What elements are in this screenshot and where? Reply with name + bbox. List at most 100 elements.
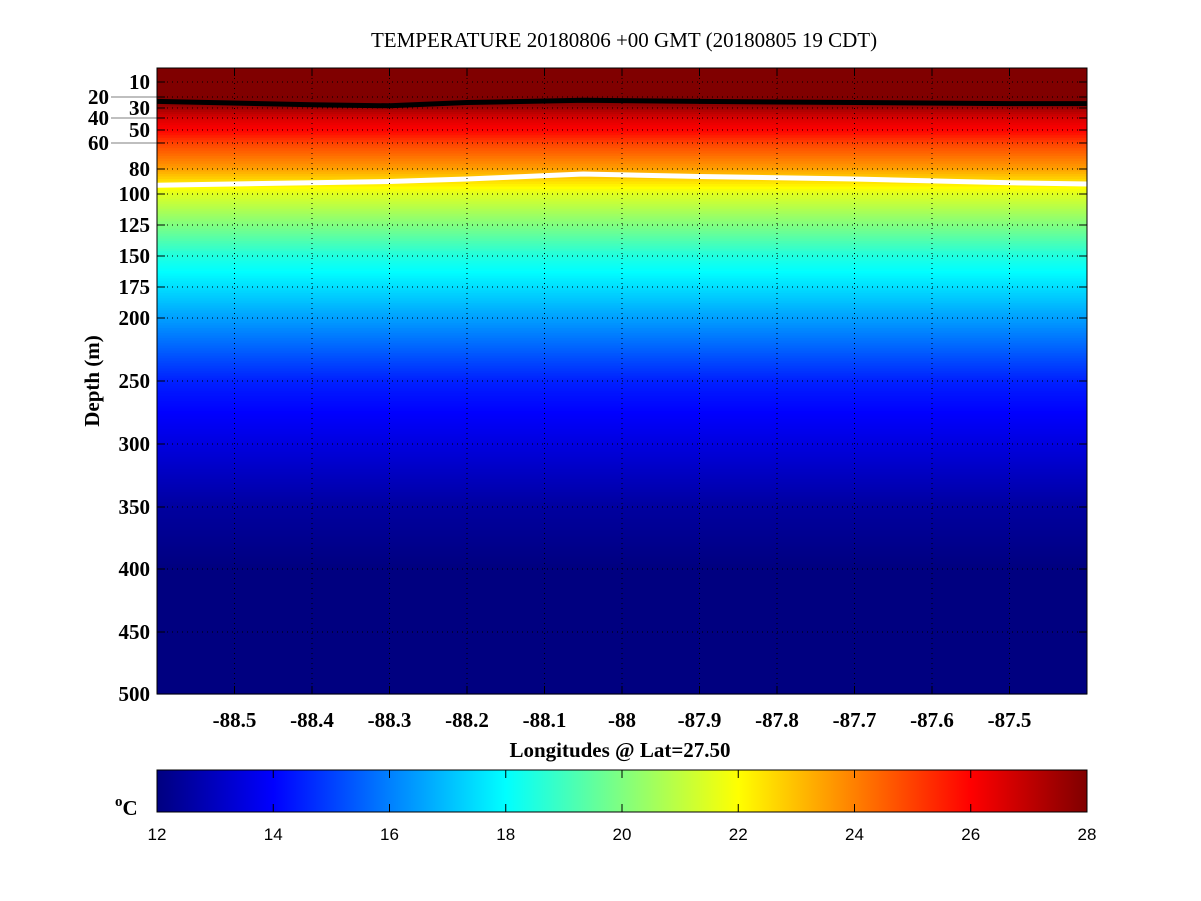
heat-cell [157, 358, 1087, 362]
heat-cell [157, 524, 1087, 528]
y-tick-label: 50 [129, 118, 150, 142]
heat-cell [157, 444, 1087, 448]
colorbar-tick-label: 16 [380, 825, 399, 844]
heat-cell [157, 599, 1087, 603]
x-tick-label: -87.9 [678, 708, 722, 732]
heat-cell [157, 203, 1087, 207]
heat-cell [157, 290, 1087, 294]
y-tick-label: 500 [119, 682, 151, 706]
heat-cell [157, 403, 1087, 407]
y-tick-label: 250 [119, 369, 151, 393]
heat-cell [157, 406, 1087, 410]
heat-cell [157, 509, 1087, 513]
x-tick-label: -88.2 [445, 708, 489, 732]
heat-cell [157, 426, 1087, 430]
heat-cell [157, 108, 1087, 111]
heat-cell [157, 554, 1087, 558]
heat-cell [157, 260, 1087, 265]
heat-cell [157, 499, 1087, 503]
colorbar-tick-label: 28 [1078, 825, 1097, 844]
colorbar-tick-label: 18 [496, 825, 515, 844]
y-tick-label: 40 [88, 106, 109, 130]
heat-cell [157, 649, 1087, 653]
heat-cell [157, 674, 1087, 678]
heat-cell [157, 110, 1087, 113]
heat-cell [157, 127, 1087, 131]
chart-title: TEMPERATURE 20180806 +00 GMT (20180805 1… [371, 28, 877, 52]
heat-cell [157, 218, 1087, 222]
heat-cell [157, 416, 1087, 420]
heat-cell [157, 654, 1087, 658]
heat-cell [157, 189, 1087, 193]
heat-cell [157, 514, 1087, 518]
heat-cell [157, 114, 1087, 117]
y-tick-label: 80 [129, 157, 150, 181]
grid [157, 68, 1087, 694]
heat-cell [157, 373, 1087, 377]
heat-cell [157, 194, 1087, 198]
heat-cell [157, 91, 1087, 95]
x-tick-label: -87.6 [910, 708, 954, 732]
heat-cell [157, 360, 1087, 364]
heat-cell [157, 132, 1087, 136]
y-axis-label: Depth (m) [80, 335, 104, 427]
y-tick-label: 175 [119, 275, 151, 299]
heat-cell [157, 340, 1087, 344]
heat-cell [157, 504, 1087, 508]
heat-cell [157, 248, 1087, 252]
heat-cell [157, 198, 1087, 203]
heat-cell [157, 79, 1087, 83]
heat-cell [157, 396, 1087, 400]
heat-cell [157, 353, 1087, 357]
heat-cell [157, 544, 1087, 548]
colorbar-ticks: 12 14 16 18 20 22 24 26 28 [148, 770, 1097, 844]
heat-cell [157, 574, 1087, 578]
heat-cell [157, 265, 1087, 269]
heat-cell [157, 333, 1087, 337]
heat-cell [157, 85, 1087, 89]
heat-cell [157, 614, 1087, 618]
colorbar-tick-label: 20 [613, 825, 632, 844]
heat-cell [157, 338, 1087, 342]
heat-cell [157, 280, 1087, 284]
colorbar-tick-label: 12 [148, 825, 167, 844]
heat-cell [157, 398, 1087, 402]
heat-cell [157, 421, 1087, 425]
heat-cell [157, 659, 1087, 663]
heat-cell [157, 135, 1087, 139]
heat-cell [157, 589, 1087, 593]
heat-cell [157, 433, 1087, 438]
heat-cell [157, 639, 1087, 643]
heat-cell [157, 320, 1087, 324]
heat-cell [157, 604, 1087, 608]
heat-cell [157, 375, 1087, 380]
x-tick-label: -88.5 [213, 708, 257, 732]
heat-cell [157, 579, 1087, 583]
heat-cell [157, 238, 1087, 242]
colorbar-tick-label: 26 [961, 825, 980, 844]
y-tick-label: 200 [119, 306, 151, 330]
heat-cell [157, 401, 1087, 405]
heat-cell [157, 258, 1087, 262]
heat-cell [157, 549, 1087, 553]
heat-cell [157, 564, 1087, 568]
heat-cell [157, 158, 1087, 162]
heat-cell [157, 315, 1087, 319]
heat-cell [157, 156, 1087, 160]
heat-cell [157, 211, 1087, 215]
heat-cell [157, 241, 1087, 245]
heat-cell [157, 411, 1087, 415]
heat-cell [157, 228, 1087, 232]
colorbar-tick-label: 24 [845, 825, 864, 844]
heat-cell [157, 153, 1087, 157]
heat-cell [157, 184, 1087, 188]
heat-cell [157, 163, 1087, 167]
heat-cell [157, 323, 1087, 327]
heat-cell [157, 148, 1087, 152]
y-tick-label: 450 [119, 620, 151, 644]
heat-cell [157, 300, 1087, 304]
heat-cell [157, 305, 1087, 309]
heat-cell [157, 105, 1087, 109]
